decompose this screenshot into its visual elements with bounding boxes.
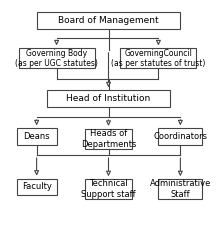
Bar xyxy=(17,128,57,145)
Text: Board of Management: Board of Management xyxy=(58,16,159,25)
Bar xyxy=(37,12,180,29)
Text: Administrative
Staff: Administrative Staff xyxy=(150,179,211,199)
Text: Heads of
Departments: Heads of Departments xyxy=(81,129,136,149)
Bar xyxy=(158,179,202,199)
Text: Head of Institution: Head of Institution xyxy=(66,94,151,103)
Text: Faculty: Faculty xyxy=(22,182,52,192)
Bar xyxy=(120,48,196,69)
Text: Coordinators: Coordinators xyxy=(153,132,207,141)
Bar xyxy=(85,179,132,199)
Text: Governing Body
(as per UGC statutes): Governing Body (as per UGC statutes) xyxy=(15,49,98,68)
Bar xyxy=(19,48,95,69)
Text: Technical
Support staff: Technical Support staff xyxy=(81,179,136,199)
Bar xyxy=(158,128,202,145)
Bar xyxy=(47,90,170,107)
Text: GoverningCouncil
(as per statutes of trust): GoverningCouncil (as per statutes of tru… xyxy=(111,49,205,68)
Bar xyxy=(85,129,132,149)
Bar xyxy=(17,178,57,195)
Text: Deans: Deans xyxy=(23,132,50,141)
